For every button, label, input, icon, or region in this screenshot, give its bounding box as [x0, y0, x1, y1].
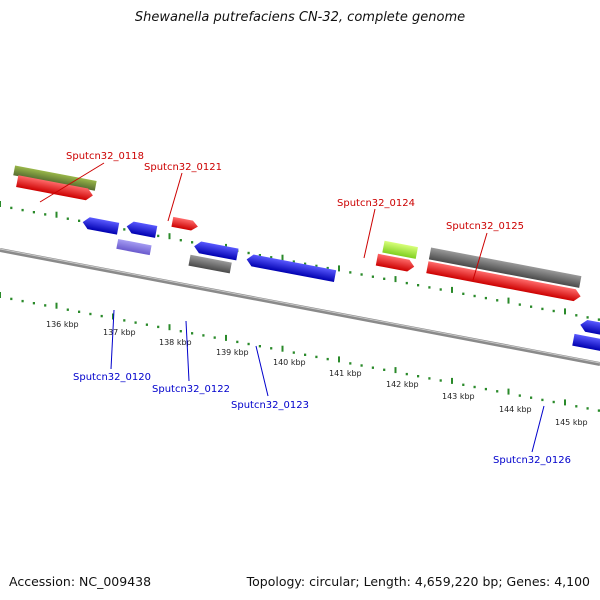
axis-label: 140 kbp	[273, 358, 306, 367]
grey-gene	[428, 247, 582, 288]
blue-gene	[246, 254, 337, 283]
axis-label: 145 kbp	[555, 418, 588, 427]
leader-line	[185, 320, 190, 382]
grey-gene	[188, 254, 232, 274]
gene-label: Sputcn32_0120	[73, 372, 151, 383]
blue-gene	[194, 241, 239, 261]
lime-gene	[382, 240, 418, 259]
axis-label: 141 kbp	[329, 369, 362, 378]
gene-label: Sputcn32_0125	[446, 221, 524, 232]
leader-line	[110, 309, 115, 370]
leader-line	[39, 162, 105, 203]
axis-label: 142 kbp	[386, 380, 419, 389]
blue-gene	[82, 217, 120, 235]
lavender-gene	[116, 238, 152, 256]
axis-label: 139 kbp	[216, 348, 249, 357]
gene-label: Sputcn32_0123	[231, 400, 309, 411]
axis-label: 136 kbp	[46, 320, 79, 329]
gene-label: Sputcn32_0121	[144, 162, 222, 173]
gene-label: Sputcn32_0118	[66, 151, 144, 162]
red-gene	[375, 253, 415, 272]
reverse-tick-track	[0, 292, 600, 412]
axis-labels: 136 kbp 137 kbp 138 kbp 139 kbp 140 kbp …	[46, 320, 588, 427]
blue-gene	[580, 319, 600, 337]
gene-label: Sputcn32_0126	[493, 455, 571, 466]
leader-line	[531, 405, 545, 453]
axis-label: 138 kbp	[159, 338, 192, 347]
axis-label: 144 kbp	[499, 405, 532, 414]
genome-backbone-highlight	[0, 248, 600, 364]
leader-line	[255, 345, 269, 397]
leader-line	[363, 208, 376, 259]
red-gene	[426, 261, 581, 302]
gene-label: Sputcn32_0122	[152, 384, 230, 395]
red-gene	[16, 175, 93, 201]
genome-backbone	[0, 248, 600, 366]
topology-text: Topology: circular; Length: 4,659,220 bp…	[246, 574, 590, 589]
axis-label: 137 kbp	[103, 328, 136, 337]
accession-text: Accession: NC_009438	[9, 574, 152, 589]
gene-label: Sputcn32_0124	[337, 198, 415, 209]
red-gene	[171, 216, 198, 231]
leader-lines	[39, 162, 545, 453]
gene-labels: Sputcn32_0118 Sputcn32_0121 Sputcn32_012…	[66, 151, 571, 466]
leader-line	[472, 232, 488, 281]
blue-gene	[126, 221, 158, 238]
genome-title: Shewanella putrefaciens CN-32, complete …	[134, 10, 466, 25]
blue-gene	[572, 333, 600, 352]
olive-gene	[13, 165, 97, 191]
axis-label: 143 kbp	[442, 392, 475, 401]
leader-line	[167, 172, 183, 222]
